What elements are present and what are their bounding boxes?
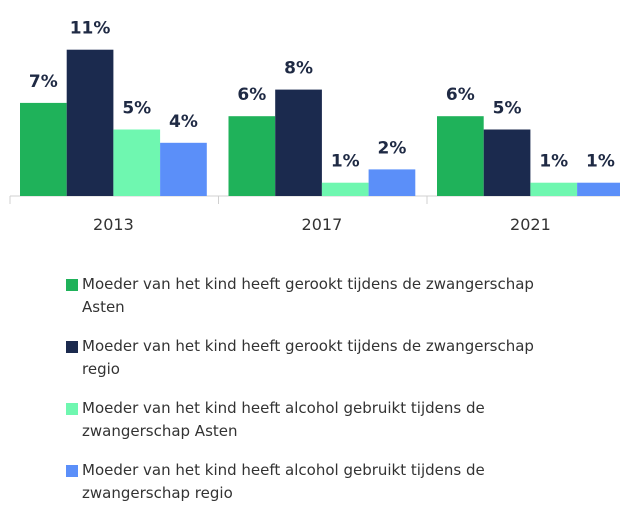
legend-item: Moeder van het kind heeft alcohol gebrui…	[66, 397, 546, 443]
value-label: 1%	[586, 152, 615, 172]
legend-swatch	[66, 465, 78, 477]
value-label: 6%	[237, 85, 266, 105]
bar	[228, 116, 276, 196]
legend-swatch	[66, 279, 78, 291]
legend-label: Moeder van het kind heeft gerookt tijden…	[82, 337, 534, 378]
legend-swatch	[66, 403, 78, 415]
legend-label: Moeder van het kind heeft alcohol gebrui…	[82, 399, 485, 440]
legend: Moeder van het kind heeft gerookt tijden…	[66, 273, 546, 521]
legend-swatch	[66, 341, 78, 353]
value-label: 11%	[70, 19, 111, 39]
legend-item: Moeder van het kind heeft alcohol gebrui…	[66, 459, 546, 505]
x-tick-label: 2021	[510, 215, 551, 234]
bar	[113, 129, 161, 196]
x-tick-label: 2013	[93, 215, 134, 234]
value-label: 4%	[169, 112, 198, 132]
bar	[275, 89, 322, 196]
legend-label: Moeder van het kind heeft gerookt tijden…	[82, 275, 534, 316]
page: 2013 2017 2021 7% 6% 6% 11% 8% 5% 5% 1% 1% 4% 2% 1% Mo…	[9, 18, 620, 502]
legend-item: Moeder van het kind heeft gerookt tijden…	[66, 335, 546, 381]
value-label: 7%	[29, 72, 58, 92]
bar	[321, 182, 369, 196]
bar	[530, 182, 578, 196]
legend-label: Moeder van het kind heeft alcohol gebrui…	[82, 461, 485, 502]
value-label: 8%	[284, 59, 313, 79]
value-label: 1%	[331, 152, 360, 172]
legend-item: Moeder van het kind heeft gerookt tijden…	[66, 273, 546, 319]
value-label: 5%	[122, 99, 151, 119]
chart: 2013 2017 2021 7% 6% 6% 11% 8% 5% 5% 1% 1% 4% 2% 1%	[9, 19, 620, 234]
value-label: 2%	[378, 138, 407, 158]
bar	[160, 142, 207, 196]
bar	[577, 182, 620, 196]
bar	[20, 102, 67, 196]
bar	[437, 116, 484, 196]
bar	[66, 49, 114, 197]
value-label: 5%	[493, 99, 522, 119]
bar	[368, 169, 416, 196]
value-label: 6%	[446, 85, 475, 105]
bar	[483, 129, 531, 196]
value-label: 1%	[539, 152, 568, 172]
x-tick-label: 2017	[302, 215, 343, 234]
